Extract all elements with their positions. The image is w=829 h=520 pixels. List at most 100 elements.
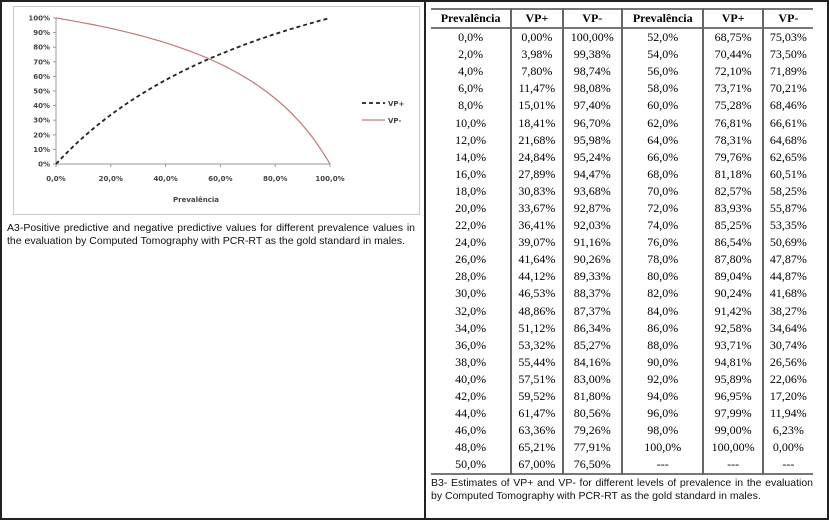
table-cell: 70,21% [761,80,813,98]
table-cell: 83,00% [561,370,622,388]
table-cell: 61,47% [510,405,563,423]
table-cell: 90,0% [620,353,704,371]
table-cell: 40,0% [455,371,487,386]
table-cell: 41,64% [510,251,563,269]
table-cell: 47,87% [761,251,813,269]
table-cell: 92,03% [561,217,622,235]
table-cell: 38,0% [455,354,487,369]
table-cell: 14,0% [455,149,487,164]
table-cell: 17,20% [761,387,813,406]
table-cell: 95,24% [561,148,622,166]
table-cell: 76,81% [702,114,763,132]
table-cell: 84,16% [561,353,622,371]
y-tick-label: 100% [28,15,50,23]
table-cell: 95,98% [561,131,622,149]
table-cell: 80,56% [561,405,622,423]
table-row: 12,0% 21,68% 95,98% 64,0% 78,31% 64,68% [431,131,813,149]
table-cell: 96,0% [620,405,704,423]
table-cell: 60,0% [620,97,704,115]
table-cell: 100,0% [620,439,704,457]
table-cell: 83,93% [702,199,763,218]
table-row: 10,0% 18,41% 96,70% 62,0% 76,81% 66,61% [431,114,813,132]
table-cell: 7,80% [510,63,563,81]
table-cell: 97,99% [702,405,763,423]
table-cell: 26,0% [455,252,487,267]
table-cell: 44,0% [455,406,487,421]
table-row: 32,0% 48,86% 87,37% 84,0% 91,42% 38,27% [431,302,813,320]
table-cell: 67,00% [510,456,563,475]
table-cell: 77,91% [561,439,622,457]
panel-divider [424,0,426,520]
y-tick-label: 60% [33,73,50,81]
table-cell: 79,26% [561,422,622,440]
table-cell: 74,0% [620,217,704,235]
table-cell: 81,18% [702,165,763,183]
table-cell: 57,51% [510,370,563,388]
table-cell: 16,0% [455,166,487,181]
table-cell: 22,0% [455,218,487,233]
table-cell: 22,06% [761,370,813,388]
table-cell: 96,70% [561,114,622,132]
table-cell: 44,87% [761,268,813,286]
table-cell: 41,68% [761,285,813,303]
table-cell: 15,01% [510,97,563,115]
table-cell: 98,0% [620,422,704,440]
table-cell: 66,61% [761,114,813,132]
table-cell: 81,80% [561,387,622,406]
table-row: 2,0% 3,98% 99,38% 54,0% 70,44% 73,50% [431,46,813,64]
table-cell: 73,50% [761,46,813,64]
table-cell: 53,32% [510,336,563,354]
table-cell: 75,28% [702,97,763,115]
line-chart: 0% 10% 20% 30% 40% 50% 60% 70% 80% 90% 100% 0,0% 20,… [28,15,405,205]
table-cell: 87,80% [702,251,763,269]
chart-panel [13,6,420,215]
y-tick-label: 30% [33,117,50,125]
table-cell: 6,0% [458,81,484,96]
table-cell: 91,42% [702,302,763,320]
table-cell: 100,00% [561,28,622,47]
table-cell: 98,08% [561,80,622,98]
table-cell: 66,0% [620,148,704,166]
table-cell: 78,0% [620,251,704,269]
y-tick-label: 90% [33,29,50,37]
table-cell: 48,0% [455,440,487,455]
y-tick-label: 0% [38,161,50,169]
table-cell: 70,44% [702,46,763,64]
table-cell: 75,03% [761,28,813,47]
x-tick-label: 100,0% [315,175,344,183]
table-cell: 30,0% [455,286,487,301]
table-cell: --- [702,456,763,475]
table-cell: 28,0% [455,269,487,284]
table-row: 8,0% 15,01% 97,40% 60,0% 75,28% 68,46% [431,97,813,115]
table-cell: 38,27% [761,302,813,320]
table-cell: 92,87% [561,199,622,218]
table-cell: 58,0% [620,80,704,98]
legend-label: VP+ [388,100,405,108]
table-cell: 90,24% [702,285,763,303]
table-row: 48,0% 65,21% 77,91% 100,0% 100,00% 0,00% [431,439,813,457]
table-cell: 50,69% [761,234,813,252]
table-cell: 12,0% [455,132,487,147]
table-row: 24,0% 39,07% 91,16% 76,0% 86,54% 50,69% [431,234,813,252]
table-row: 0,0% 0,00% 100,00% 52,0% 68,75% 75,03% [431,28,813,47]
table-row: 50,0% 67,00% 76,50% --- --- --- [431,456,813,475]
table-cell: 53,35% [761,217,813,235]
table-cell: 34,64% [761,319,813,337]
x-tick-label: 40,0% [153,175,177,183]
table-cell: 30,74% [761,336,813,354]
table-row: 16,0% 27,89% 94,47% 68,0% 81,18% 60,51% [431,165,813,183]
table-cell: 51,12% [510,319,563,337]
table-row: 18,0% 30,83% 93,68% 70,0% 82,57% 58,25% [431,182,813,200]
table-cell: 36,0% [455,337,487,352]
series-line [55,17,331,165]
table-cell: 94,47% [561,165,622,183]
table-cell: 21,68% [510,131,563,149]
column-header: VP+ [510,9,563,28]
table-cell: 90,26% [561,251,622,269]
table-cell: 20,0% [455,200,487,215]
table-cell: 65,21% [510,439,563,457]
table-cell: 62,0% [620,114,704,132]
table-header-row: Prevalência VP+ VP- Prevalência VP+ VP- [431,9,813,28]
table-cell: 64,68% [761,131,813,149]
